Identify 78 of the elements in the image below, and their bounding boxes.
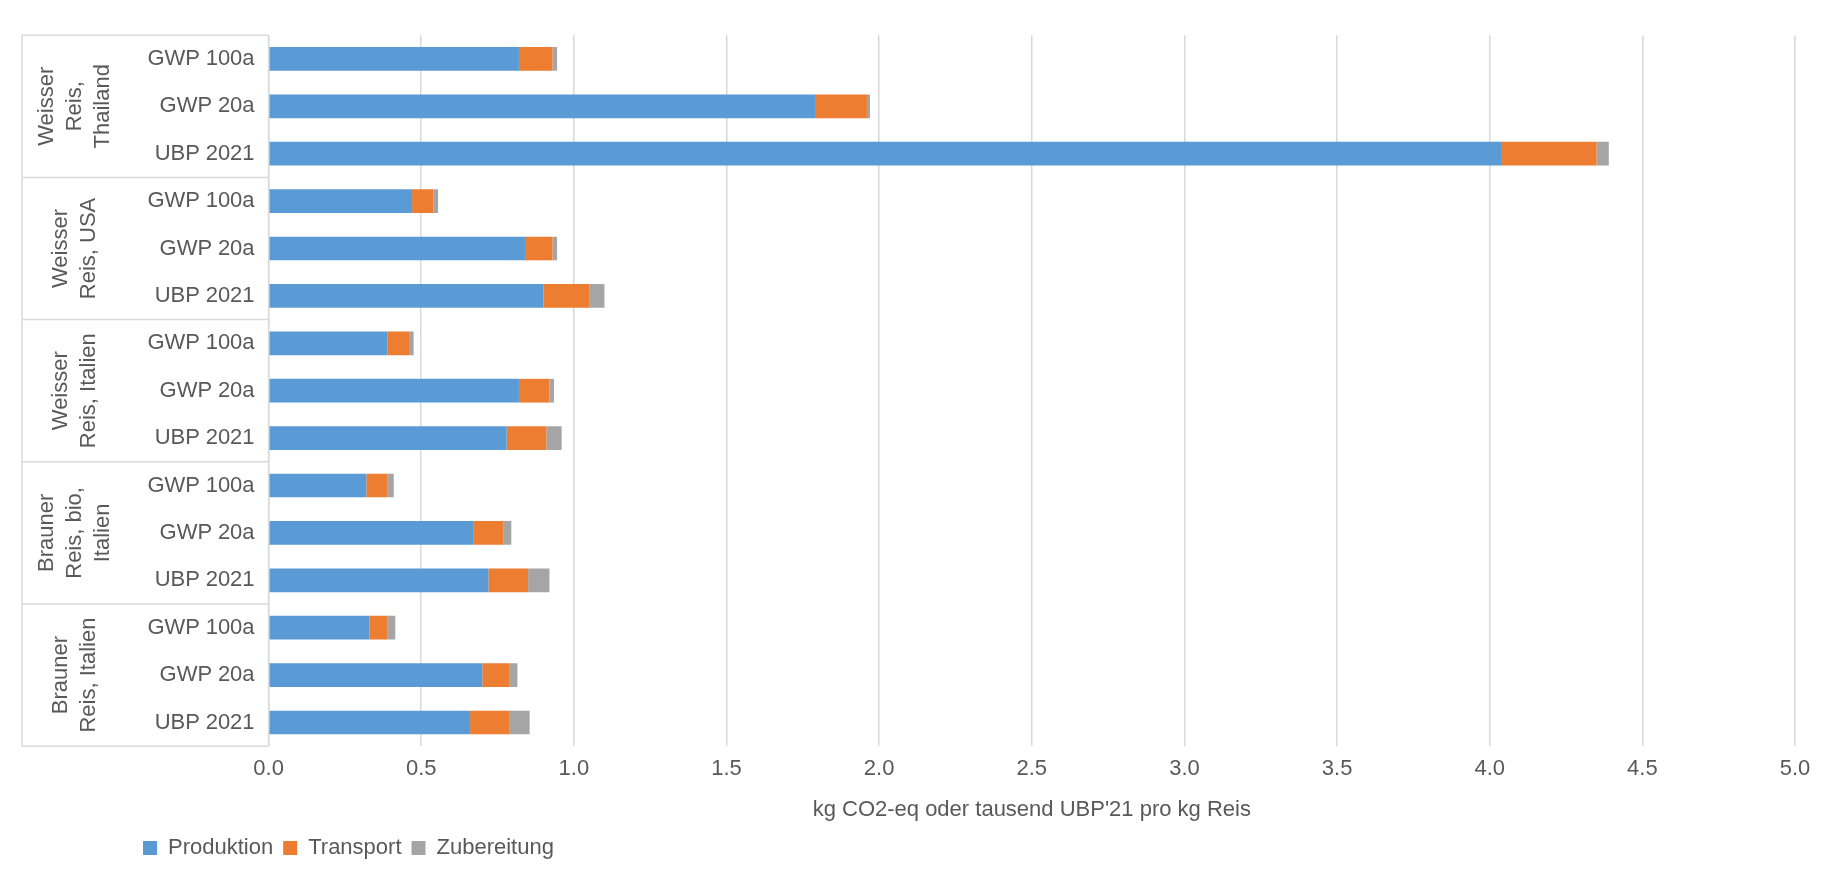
bar [369, 615, 388, 640]
bar [269, 426, 507, 450]
bar [589, 284, 605, 308]
bar [543, 284, 590, 308]
y-tick-label: GWP 100a [147, 613, 256, 639]
x-tick-label: 1.0 [558, 755, 590, 781]
x-tick-label: 2.0 [863, 755, 895, 781]
bar [488, 568, 529, 593]
y-tick-label: GWP 100a [147, 187, 256, 213]
bar [1596, 141, 1609, 166]
bar [815, 94, 867, 119]
x-tick-label: 5.0 [1779, 755, 1811, 781]
y-tick-label: GWP 20a [159, 518, 256, 544]
bar [546, 426, 562, 450]
bar [506, 426, 547, 450]
y-tick-label: GWP 100a [147, 44, 256, 70]
y-tick-label: GWP 100a [147, 329, 256, 355]
bar [866, 94, 870, 119]
bar [269, 710, 471, 735]
bar [412, 189, 434, 213]
legend-label: Zubereitung [436, 834, 554, 860]
bar [269, 473, 367, 498]
bar [528, 568, 550, 593]
bar [518, 378, 550, 403]
x-tick-label: 1.5 [711, 755, 742, 781]
bar [269, 94, 816, 119]
y-tick-label: UBP 2021 [154, 424, 255, 450]
x-tick-label: 0.5 [405, 755, 437, 781]
bar [269, 568, 489, 593]
legend-label: Produktion [168, 834, 274, 860]
bar [269, 189, 413, 213]
bar [433, 189, 439, 213]
y-tick-label: UBP 2021 [154, 708, 255, 734]
bar [269, 615, 370, 640]
bar [509, 663, 518, 687]
x-axis-title: kg CO2-eq oder tausend UBP'21 pro kg Reis [812, 795, 1251, 821]
x-tick-label: 2.5 [1016, 755, 1048, 781]
bar [549, 378, 555, 403]
x-tick-label: 4.5 [1627, 755, 1658, 781]
text: Brauner Reis, Italien [47, 617, 101, 733]
bar [409, 331, 414, 356]
legend-label: Transport [308, 834, 402, 860]
bar [269, 663, 483, 687]
y-tick-label: GWP 100a [147, 471, 256, 497]
y-tick-label: GWP 20a [159, 661, 256, 687]
y-tick-label: UBP 2021 [154, 281, 255, 307]
y-tick-label: UBP 2021 [154, 566, 255, 592]
x-tick-label: 0.0 [253, 755, 284, 781]
bar [387, 615, 396, 640]
y-tick-label: UBP 2021 [154, 139, 255, 165]
bar [470, 710, 510, 735]
x-tick-label: 4.0 [1474, 755, 1506, 781]
bar [509, 710, 530, 735]
text: Brauner Reis, bio, Italien [33, 487, 115, 579]
bar [387, 331, 410, 356]
text: Weisser Reis, Italien [47, 333, 101, 449]
bar [269, 331, 388, 356]
x-tick-label: 3.5 [1321, 755, 1353, 781]
bar [387, 473, 394, 498]
bar [269, 521, 474, 545]
bar [269, 47, 519, 71]
bar [482, 663, 510, 687]
bar [269, 378, 519, 403]
y-tick-label: GWP 20a [159, 234, 256, 260]
bar [473, 521, 504, 545]
y-tick-label: GWP 20a [159, 92, 256, 118]
x-tick-label: 3.0 [1169, 755, 1200, 781]
bar [1501, 141, 1597, 166]
text: Weisser Reis, USA [47, 197, 101, 300]
bar [269, 284, 544, 308]
y-tick-label: GWP 20a [159, 376, 256, 402]
bar [366, 473, 388, 498]
bar [525, 236, 553, 261]
bar [503, 521, 512, 545]
bar [269, 141, 1502, 166]
bar [518, 47, 553, 71]
bar [269, 236, 526, 261]
text: Weisser Reis, Thailand [33, 64, 115, 149]
